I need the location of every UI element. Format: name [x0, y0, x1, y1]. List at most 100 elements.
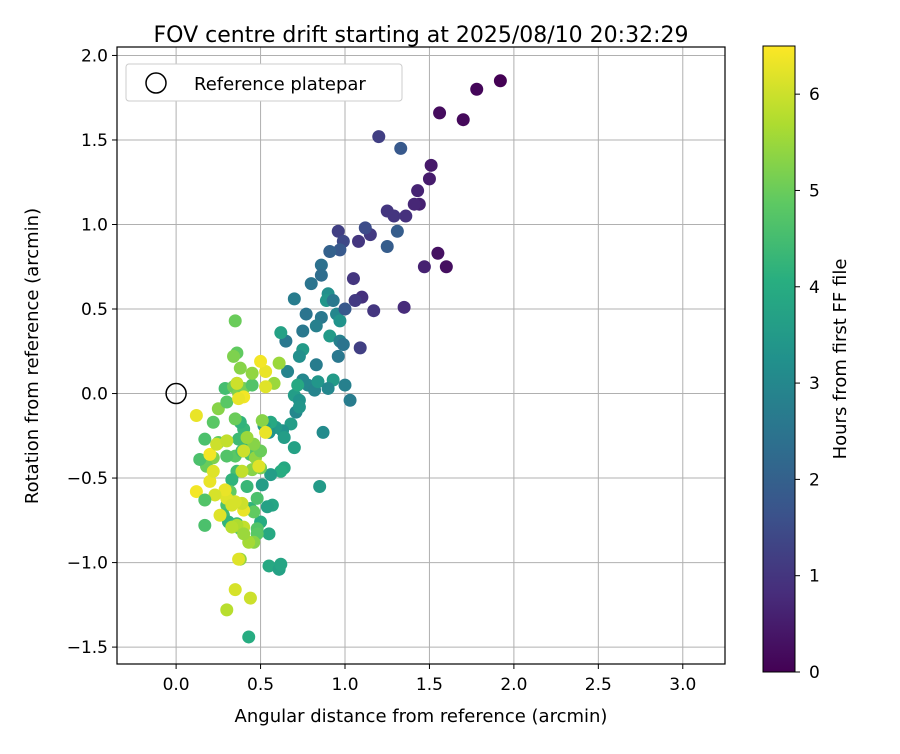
data-point [242, 630, 256, 644]
data-point [299, 307, 313, 321]
data-point [203, 447, 217, 461]
data-point [287, 292, 301, 306]
data-point [272, 356, 286, 370]
data-point [189, 409, 203, 423]
data-point [228, 412, 242, 426]
data-point [208, 488, 222, 502]
data-point [456, 113, 470, 127]
data-point [203, 474, 217, 488]
data-point [206, 464, 220, 478]
grid [117, 47, 725, 664]
data-point [206, 415, 220, 429]
data-point [358, 221, 372, 235]
data-point [352, 234, 366, 248]
data-point [245, 378, 259, 392]
data-point [336, 338, 350, 352]
data-point [304, 277, 318, 291]
data-point [193, 452, 207, 466]
y-tick-label: 0.5 [81, 300, 108, 320]
data-point [225, 473, 239, 487]
data-point [225, 520, 239, 534]
data-point [411, 184, 425, 198]
data-point [431, 246, 445, 260]
legend-marker-icon [145, 72, 167, 94]
x-axis-ticks: 0.0 0.5 1.0 1.5 2.0 2.5 3.0 [163, 664, 696, 695]
y-tick-label: 2.0 [81, 46, 108, 66]
data-point [331, 224, 345, 238]
colorbar-ticks: 0 1 2 3 4 5 6 [795, 85, 820, 683]
legend-entry-reference: Reference platepar [194, 74, 366, 95]
colorbar-gradient [762, 45, 796, 673]
data-point [235, 464, 249, 478]
data-point [243, 591, 257, 605]
data-point [233, 361, 247, 375]
data-point [252, 459, 266, 473]
data-point [333, 314, 347, 328]
data-point [250, 491, 264, 505]
y-tick-label: 1.5 [81, 131, 108, 151]
data-point [189, 485, 203, 499]
data-point [346, 272, 360, 286]
data-point [314, 268, 328, 282]
data-point [247, 505, 261, 519]
y-tick-label: −0.5 [67, 469, 108, 489]
data-points [189, 74, 507, 644]
data-point [259, 425, 273, 439]
colorbar-tick-label: 5 [809, 181, 820, 201]
y-tick-label: 0.0 [81, 385, 108, 405]
data-point [230, 376, 244, 390]
data-point [220, 395, 234, 409]
data-point [262, 559, 276, 573]
data-point [348, 294, 362, 308]
data-point [390, 224, 404, 238]
data-point [397, 300, 411, 314]
data-point [262, 527, 276, 541]
data-point [323, 245, 337, 259]
data-point [321, 381, 335, 395]
data-point [433, 106, 447, 120]
data-point [338, 302, 352, 316]
data-point [424, 158, 438, 172]
legend: Reference platepar [125, 63, 403, 102]
colorbar-tick-label: 6 [809, 85, 820, 105]
data-point [240, 430, 254, 444]
data-point [291, 378, 305, 392]
data-point [296, 324, 310, 338]
data-point [380, 204, 394, 218]
data-point [220, 434, 234, 448]
data-point [259, 365, 273, 379]
data-point [237, 527, 251, 541]
data-point [380, 239, 394, 253]
data-point [274, 464, 288, 478]
plot-frame [116, 46, 726, 665]
data-point [228, 314, 242, 328]
data-point [232, 392, 246, 406]
data-point [399, 209, 413, 223]
data-point [274, 326, 288, 340]
x-tick-label: 1.5 [416, 675, 443, 695]
data-point [218, 483, 232, 497]
data-point [309, 319, 323, 333]
data-point [259, 380, 273, 394]
data-point [274, 557, 288, 571]
data-point [309, 358, 323, 372]
data-point [394, 141, 408, 155]
data-point [220, 449, 234, 463]
data-point [245, 366, 259, 380]
data-point [260, 500, 274, 514]
colorbar-tick-label: 4 [809, 278, 820, 298]
data-point [213, 508, 227, 522]
data-point [264, 468, 278, 482]
data-point [331, 349, 345, 363]
data-point [277, 430, 291, 444]
data-point [316, 425, 330, 439]
data-point [343, 393, 357, 407]
data-point [220, 603, 234, 617]
x-tick-label: 0.0 [163, 675, 190, 695]
data-point [326, 294, 340, 308]
data-point [255, 414, 269, 428]
data-point [287, 441, 301, 455]
data-point [338, 378, 352, 392]
